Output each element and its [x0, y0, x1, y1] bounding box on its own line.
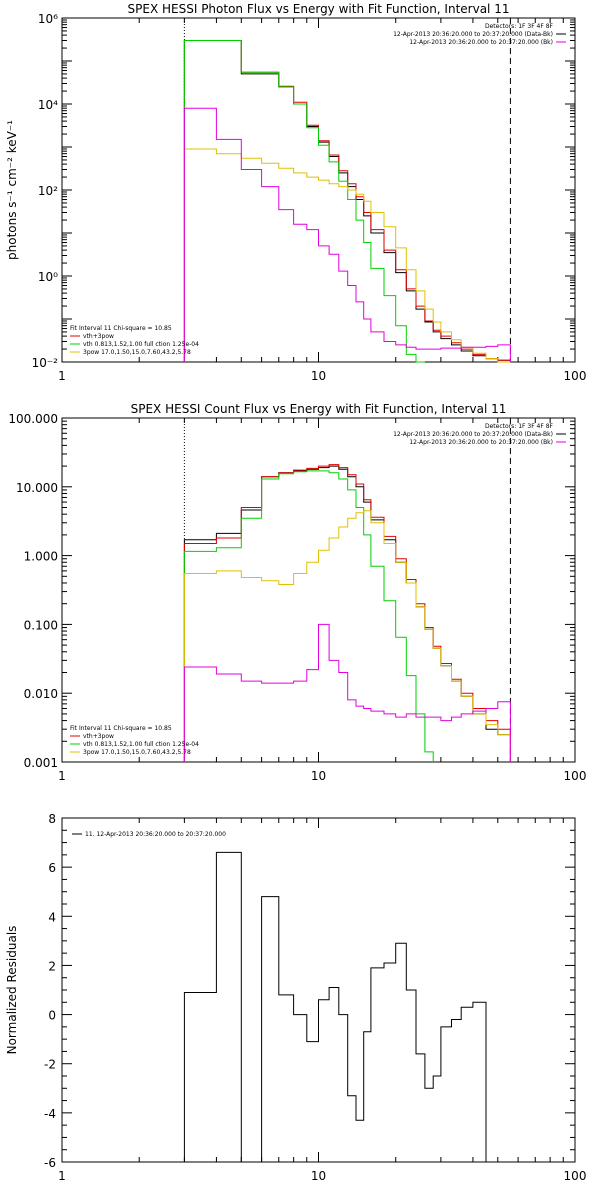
- plot-frame: [61, 17, 576, 363]
- photon-flux-chart: SPEX HESSI Photon Flux vs Energy with Fi…: [5, 2, 587, 383]
- fit-legend-label: vth 0.813,1.52,1.00 full ction 1.25e-04: [83, 341, 199, 348]
- chart-title: SPEX HESSI Count Flux vs Energy with Fit…: [131, 402, 507, 416]
- series-line-3: [183, 148, 511, 363]
- y-tick-label: -2: [44, 1058, 56, 1072]
- y-tick-label: 100.000: [8, 412, 58, 426]
- y-tick-label: 4: [48, 910, 56, 924]
- y-axis-label: photons s⁻¹ cm⁻² keV⁻¹: [5, 120, 19, 260]
- series-line-4: [183, 107, 511, 362]
- x-tick-label: 100: [564, 769, 587, 783]
- fit-legend-label: vth+3pow: [83, 733, 114, 740]
- y-axis-label: Normalized Residuals: [5, 926, 19, 1055]
- y-tick-label: -4: [44, 1107, 56, 1121]
- fit-legend-label: vth+3pow: [83, 333, 114, 340]
- x-tick-label: 1: [58, 369, 66, 383]
- y-tick-label: 8: [48, 812, 56, 826]
- series-line-4: [183, 623, 511, 762]
- y-tick-label: 10²: [38, 184, 58, 198]
- plot-frame: [61, 817, 576, 1163]
- x-tick-label: 10: [311, 369, 326, 383]
- time-range-label: 12-Apr-2013 20:36:20.000 to 20:37:20.000…: [409, 439, 553, 446]
- x-tick-label: 1: [58, 769, 66, 783]
- y-tick-label: 6: [48, 861, 56, 875]
- series-line-2: [183, 470, 434, 762]
- detectors-label: Detectors: 1F 3F 4F 8F: [485, 423, 554, 430]
- y-tick-label: 10⁶: [38, 12, 58, 26]
- residuals-chart: 1 10 100 -6 -4 -2 0 2 4 6 8 Normalized Residuals 11.…: [5, 812, 587, 1183]
- fit-legend-label: 3pow 17.0,1.50,15.0,7.60,43.2,5.78: [83, 749, 191, 756]
- residual-legend-label: 11. 12-Apr-2013 20:36:20.000 to 20:37:20…: [85, 831, 226, 838]
- series-line-1: [183, 40, 511, 362]
- series-line-0: [183, 40, 511, 362]
- time-range-label: 12-Apr-2013 20:36:20.000 to 20:37:20.000…: [409, 39, 553, 46]
- chart-title: SPEX HESSI Photon Flux vs Energy with Fi…: [128, 2, 510, 16]
- y-tick-label: 10⁴: [38, 98, 58, 112]
- time-range-label: 12-Apr-2013 20:36:20.000 to 20:37:20.000…: [393, 431, 553, 438]
- y-tick-label: 0.001: [24, 756, 58, 770]
- time-range-label: 12-Apr-2013 20:36:20.000 to 20:37:20.000…: [393, 31, 553, 38]
- fit-legend-label: 3pow 17.0,1.50,15.0,7.60,43.2,5.78: [83, 349, 191, 356]
- series-line-0: [183, 465, 511, 762]
- y-tick-label: 0: [48, 1009, 56, 1023]
- y-tick-label: 10.000: [16, 481, 58, 495]
- y-tick-label: 10⁰: [38, 270, 58, 284]
- y-tick-label: -6: [44, 1156, 56, 1170]
- series-line-3: [183, 510, 511, 762]
- x-tick-label: 10: [311, 769, 326, 783]
- x-tick-label: 1: [58, 1169, 66, 1183]
- y-tick-label: 0.010: [24, 687, 58, 701]
- count-flux-chart: SPEX HESSI Count Flux vs Energy with Fit…: [8, 402, 587, 783]
- y-tick-label: 2: [48, 959, 56, 973]
- fit-legend-label: vth 0.813,1.52,1.00 full ction 1.25e-04: [83, 741, 199, 748]
- y-tick-label: 10⁻²: [32, 356, 59, 370]
- x-tick-label: 100: [564, 1169, 587, 1183]
- detectors-label: Detectors: 1F 3F 4F 8F: [485, 23, 554, 30]
- x-tick-label: 100: [564, 369, 587, 383]
- y-tick-label: 0.100: [24, 618, 58, 632]
- series-line-2: [183, 40, 425, 363]
- fit-legend-header: Fit Interval 11 Chi-square = 10.85: [70, 725, 172, 732]
- y-tick-label: 1.000: [24, 550, 58, 564]
- x-tick-label: 10: [311, 1169, 326, 1183]
- series-line-0: [183, 851, 487, 1163]
- fit-legend-header: Fit Interval 11 Chi-square = 10.85: [70, 325, 172, 332]
